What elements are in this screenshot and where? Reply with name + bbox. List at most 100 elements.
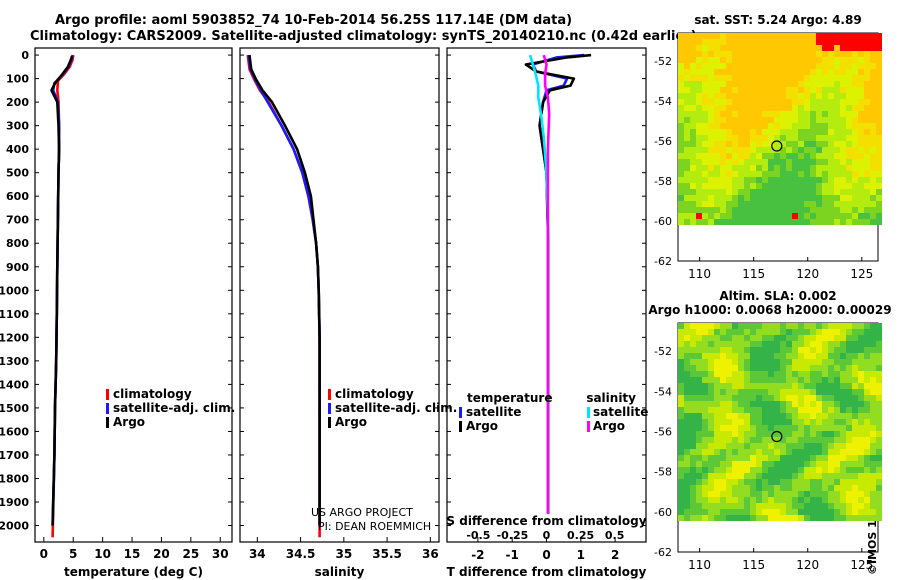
map-cell xyxy=(678,117,684,123)
map-cell xyxy=(756,413,762,419)
map-cell xyxy=(726,365,732,371)
map-cell xyxy=(822,443,828,449)
series-argo-line xyxy=(50,55,74,526)
map-cell xyxy=(864,395,870,401)
map-cell xyxy=(846,383,852,389)
map-cell xyxy=(750,515,756,521)
map-cell xyxy=(828,371,834,377)
map-cell xyxy=(876,461,882,467)
map-cell xyxy=(852,359,858,365)
map-cell xyxy=(846,105,852,111)
map-cell xyxy=(864,347,870,353)
map-cell xyxy=(732,129,738,135)
map-cell xyxy=(840,335,846,341)
map-cell xyxy=(798,69,804,75)
map-cell xyxy=(840,449,846,455)
map-cell xyxy=(762,141,768,147)
map-cell xyxy=(774,353,780,359)
map-cell xyxy=(858,485,864,491)
map-cell xyxy=(708,425,714,431)
map-cell xyxy=(726,359,732,365)
map-cell xyxy=(696,467,702,473)
map-cell xyxy=(828,497,834,503)
map-cell xyxy=(750,39,756,45)
depth-tick-label: 0 xyxy=(21,49,29,62)
map-cell xyxy=(702,323,708,329)
map-cell xyxy=(720,177,726,183)
map-cell xyxy=(798,449,804,455)
map-cell xyxy=(714,153,720,159)
map-cell xyxy=(744,177,750,183)
map-cell xyxy=(864,407,870,413)
map-cell xyxy=(738,75,744,81)
map-cell xyxy=(864,515,870,521)
map-cell xyxy=(732,491,738,497)
x-tick-label: 5 xyxy=(69,547,77,561)
map-cell xyxy=(702,443,708,449)
map-cell xyxy=(762,39,768,45)
map-cell xyxy=(720,353,726,359)
map-cell xyxy=(726,219,732,225)
map-cell xyxy=(720,479,726,485)
map-cell xyxy=(690,171,696,177)
map-cell xyxy=(756,153,762,159)
map-cell xyxy=(768,497,774,503)
map-cell xyxy=(732,431,738,437)
map-cell xyxy=(774,389,780,395)
map-cell xyxy=(798,437,804,443)
map-cell xyxy=(702,81,708,87)
map-cell xyxy=(828,51,834,57)
map-cell xyxy=(816,153,822,159)
map-cell xyxy=(792,455,798,461)
map-cell xyxy=(708,183,714,189)
map-cell xyxy=(696,371,702,377)
map-cell xyxy=(762,479,768,485)
map-cell xyxy=(798,93,804,99)
map-cell xyxy=(732,99,738,105)
map-cell xyxy=(732,165,738,171)
map-cell xyxy=(690,135,696,141)
map-cell xyxy=(690,389,696,395)
map-cell xyxy=(864,365,870,371)
map-cell xyxy=(774,99,780,105)
map-cell xyxy=(684,87,690,93)
map-cell xyxy=(840,329,846,335)
map-cell xyxy=(822,147,828,153)
map-cell xyxy=(786,207,792,213)
map-title: Altim. SLA: 0.002 xyxy=(719,289,836,303)
map-cell xyxy=(708,111,714,117)
map-cell xyxy=(780,419,786,425)
map-cell xyxy=(714,213,720,219)
map-cell xyxy=(696,515,702,521)
map-cell xyxy=(846,491,852,497)
map-cell xyxy=(810,497,816,503)
map-cell xyxy=(678,509,684,515)
map-cell xyxy=(726,177,732,183)
map-cell xyxy=(756,51,762,57)
map-cell xyxy=(798,75,804,81)
map-cell xyxy=(708,213,714,219)
sla-map xyxy=(678,323,882,521)
map-cell xyxy=(690,515,696,521)
map-cell xyxy=(834,485,840,491)
map-cell xyxy=(720,105,726,111)
map-cell xyxy=(714,323,720,329)
map-cell xyxy=(840,461,846,467)
map-cell xyxy=(828,57,834,63)
map-cell xyxy=(828,201,834,207)
depth-tick-label: 1700 xyxy=(0,449,29,462)
map-cell xyxy=(708,341,714,347)
map-cell xyxy=(690,491,696,497)
map-cell xyxy=(792,479,798,485)
map-cell xyxy=(714,141,720,147)
map-cell xyxy=(720,437,726,443)
map-cell xyxy=(822,413,828,419)
map-cell xyxy=(834,201,840,207)
map-cell xyxy=(816,461,822,467)
map-cell xyxy=(810,123,816,129)
map-cell xyxy=(726,413,732,419)
argo-position-marker xyxy=(771,140,783,152)
map-cell xyxy=(756,201,762,207)
map-cell xyxy=(768,359,774,365)
map-cell xyxy=(816,329,822,335)
